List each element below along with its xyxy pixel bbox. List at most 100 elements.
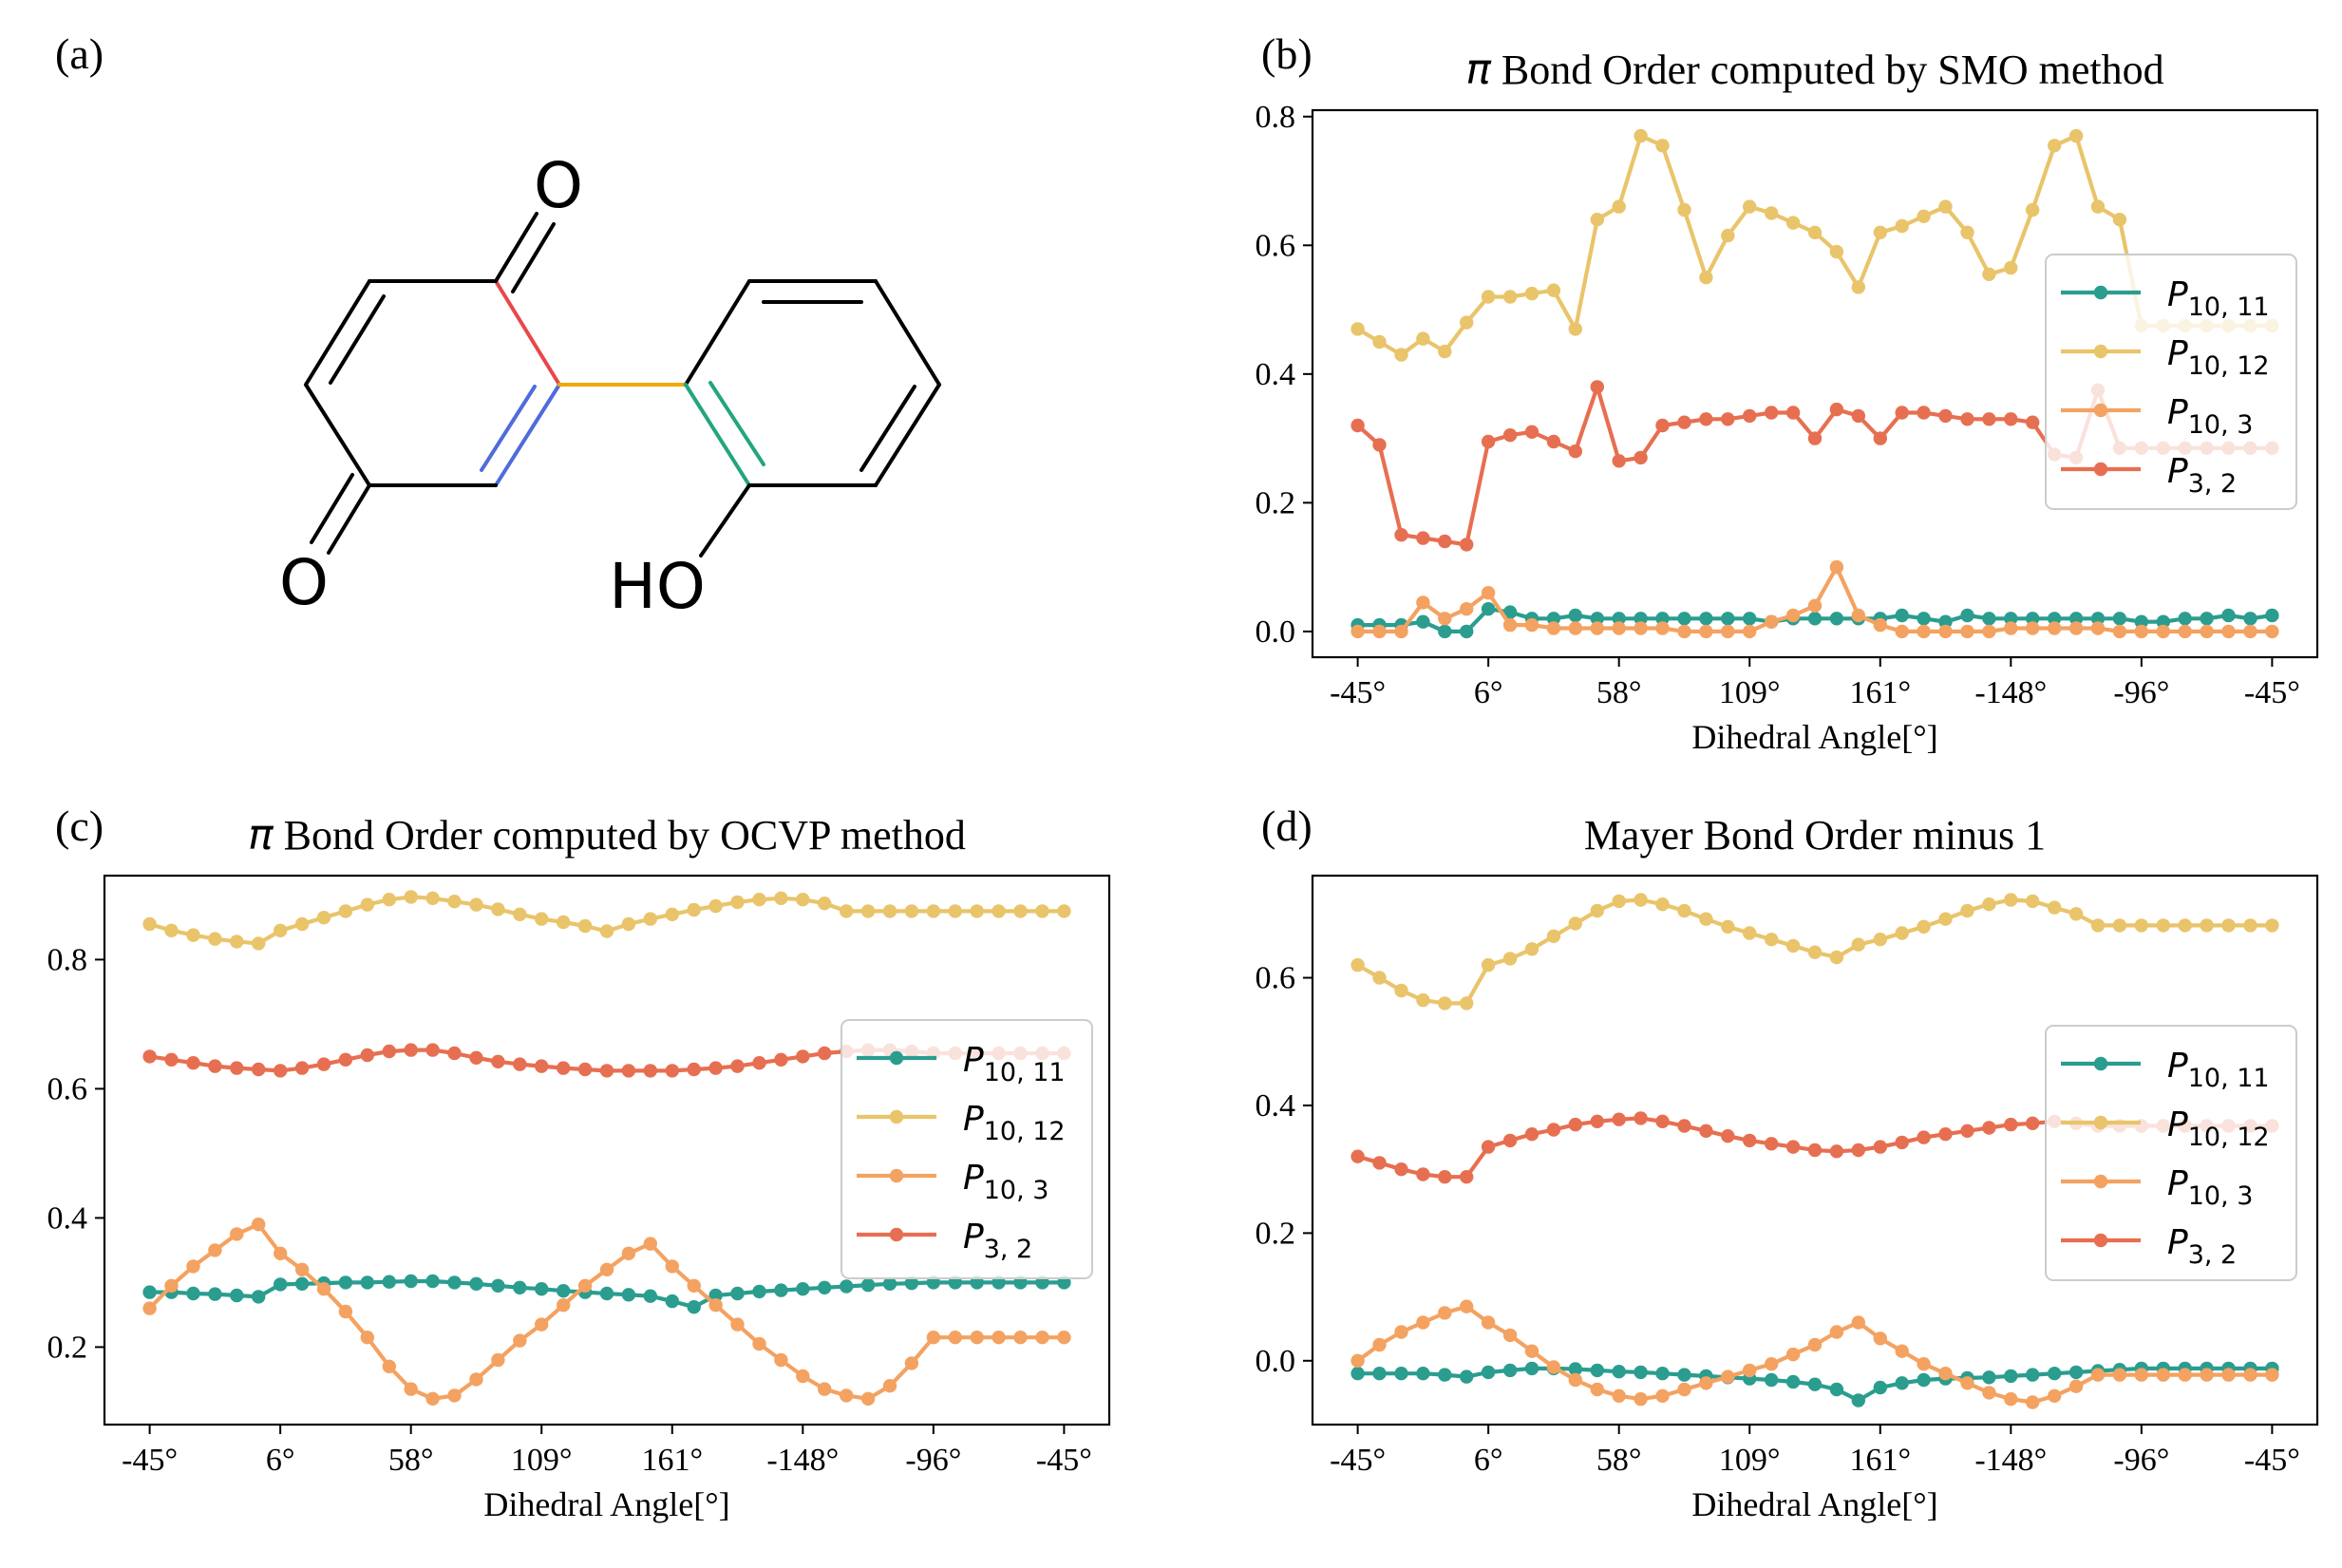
data-point-P10_12 xyxy=(1590,903,1605,918)
data-point-P10_11 xyxy=(1938,614,1953,629)
y-tick-label: 0.0 xyxy=(1256,1344,1296,1379)
data-point-P10_3 xyxy=(1807,1337,1823,1352)
legend-marker-P10_12 xyxy=(2093,344,2108,359)
data-point-P10_3 xyxy=(926,1331,941,1345)
data-point-P3_2 xyxy=(577,1062,593,1077)
data-point-P10_3 xyxy=(1873,1332,1888,1346)
data-point-P3_2 xyxy=(1785,1140,1801,1154)
data-point-P10_11 xyxy=(425,1274,440,1289)
data-point-P10_12 xyxy=(904,904,919,918)
data-point-P10_11 xyxy=(621,1288,636,1302)
data-point-P10_3 xyxy=(1785,608,1801,623)
x-tick-label: -45° xyxy=(122,1443,178,1478)
data-point-P10_3 xyxy=(2265,624,2279,639)
data-point-P10_12 xyxy=(274,923,288,937)
data-point-P3_2 xyxy=(621,1064,636,1078)
data-point-P3_2 xyxy=(1546,1123,1561,1137)
data-point-P10_3 xyxy=(491,1352,505,1368)
data-point-P10_11 xyxy=(1612,1365,1626,1379)
legend-marker-P10_11 xyxy=(889,1050,904,1066)
data-point-P3_2 xyxy=(818,1046,832,1061)
data-point-P10_3 xyxy=(1634,1391,1648,1407)
x-tick-label: -148° xyxy=(766,1443,839,1478)
data-point-P10_3 xyxy=(1938,1367,1953,1381)
data-point-P10_3 xyxy=(665,1259,679,1274)
y-tick-label: 0.4 xyxy=(1256,357,1296,392)
data-point-P3_2 xyxy=(1917,1130,1931,1144)
data-point-P10_12 xyxy=(2265,918,2279,933)
data-point-P10_12 xyxy=(1612,199,1626,214)
data-point-P10_12 xyxy=(1634,893,1648,907)
data-point-P10_3 xyxy=(2112,1368,2127,1382)
legend-label-subscript: 3, 2 xyxy=(2188,1240,2238,1270)
legend-marker-P10_3 xyxy=(2093,1174,2108,1189)
data-point-P3_2 xyxy=(1568,444,1583,459)
data-point-P3_2 xyxy=(2004,1117,2018,1132)
data-point-P3_2 xyxy=(1829,402,1844,417)
x-tick-label: 109° xyxy=(1719,1443,1781,1478)
data-point-P10_11 xyxy=(1524,1361,1539,1376)
data-point-P10_12 xyxy=(404,890,418,904)
data-point-P10_11 xyxy=(1982,1370,1996,1385)
data-point-P10_11 xyxy=(1917,612,1931,626)
legend-box-b xyxy=(2045,254,2297,510)
data-point-P10_12 xyxy=(1568,322,1583,336)
data-point-P10_12 xyxy=(1785,216,1801,230)
data-point-P10_12 xyxy=(752,893,766,907)
data-point-P10_12 xyxy=(2090,199,2106,214)
molecule-structure xyxy=(304,212,941,557)
data-point-P10_3 xyxy=(382,1359,396,1374)
data-point-P10_3 xyxy=(992,1331,1006,1345)
data-point-P10_12 xyxy=(186,928,200,942)
data-point-P10_3 xyxy=(1895,1344,1909,1358)
x-tick-label: -96° xyxy=(2113,1443,2169,1478)
legend-label-base: P xyxy=(2167,1047,2188,1086)
data-point-P10_12 xyxy=(2200,918,2214,933)
data-point-P10_12 xyxy=(294,916,310,932)
data-point-P10_3 xyxy=(1372,1337,1387,1352)
data-point-P10_12 xyxy=(2026,894,2040,909)
legend-label-P10_12: P10, 12 xyxy=(2167,1105,2270,1152)
data-point-P10_12 xyxy=(2048,900,2062,915)
data-point-P3_2 xyxy=(142,1049,157,1064)
data-point-P3_2 xyxy=(1524,1127,1539,1142)
data-point-P3_2 xyxy=(557,1061,571,1075)
data-point-P10_11 xyxy=(1634,1365,1648,1380)
data-point-P10_3 xyxy=(1350,1353,1365,1369)
data-point-P10_11 xyxy=(1460,1370,1474,1384)
data-point-P10_12 xyxy=(1372,334,1387,349)
data-point-P3_2 xyxy=(274,1064,288,1078)
data-point-P10_11 xyxy=(2004,1369,2018,1384)
atom-o-bottom: O xyxy=(279,546,329,619)
data-point-P3_2 xyxy=(1765,1137,1779,1151)
y-tick-label: 0.0 xyxy=(1256,614,1296,650)
data-point-P10_12 xyxy=(2112,918,2127,933)
legend-label-subscript: 10, 11 xyxy=(984,1058,1066,1087)
data-point-P10_12 xyxy=(1917,919,1931,934)
data-point-P10_11 xyxy=(665,1294,679,1309)
x-tick-label: -45° xyxy=(1036,1443,1092,1478)
data-point-P10_3 xyxy=(1394,1325,1408,1339)
data-point-P10_3 xyxy=(316,1282,331,1296)
atom-ho: HO xyxy=(609,550,706,623)
data-point-P10_11 xyxy=(1851,1393,1866,1407)
data-point-P10_3 xyxy=(1568,1372,1583,1388)
data-point-P10_11 xyxy=(2048,1367,2062,1381)
data-point-P10_11 xyxy=(1546,612,1561,626)
data-point-P10_3 xyxy=(1655,621,1670,635)
data-point-P10_12 xyxy=(1524,942,1539,956)
data-point-P3_2 xyxy=(1807,431,1823,445)
chart-title-d: Mayer Bond Order minus 1 xyxy=(1584,812,2046,859)
data-point-P10_3 xyxy=(535,1317,549,1332)
data-point-P10_3 xyxy=(1590,621,1605,635)
data-point-P10_12 xyxy=(2048,139,2062,153)
data-point-P10_12 xyxy=(1057,904,1071,918)
legend-marker-P3_2 xyxy=(889,1227,904,1242)
data-point-P10_3 xyxy=(2178,1368,2192,1382)
data-point-P10_11 xyxy=(252,1290,266,1304)
bond-c6-c1 xyxy=(304,279,371,387)
data-point-P10_3 xyxy=(513,1333,527,1348)
data-point-P10_3 xyxy=(774,1352,788,1368)
data-point-P3_2 xyxy=(1938,1127,1953,1142)
data-point-P10_3 xyxy=(1765,1357,1779,1371)
